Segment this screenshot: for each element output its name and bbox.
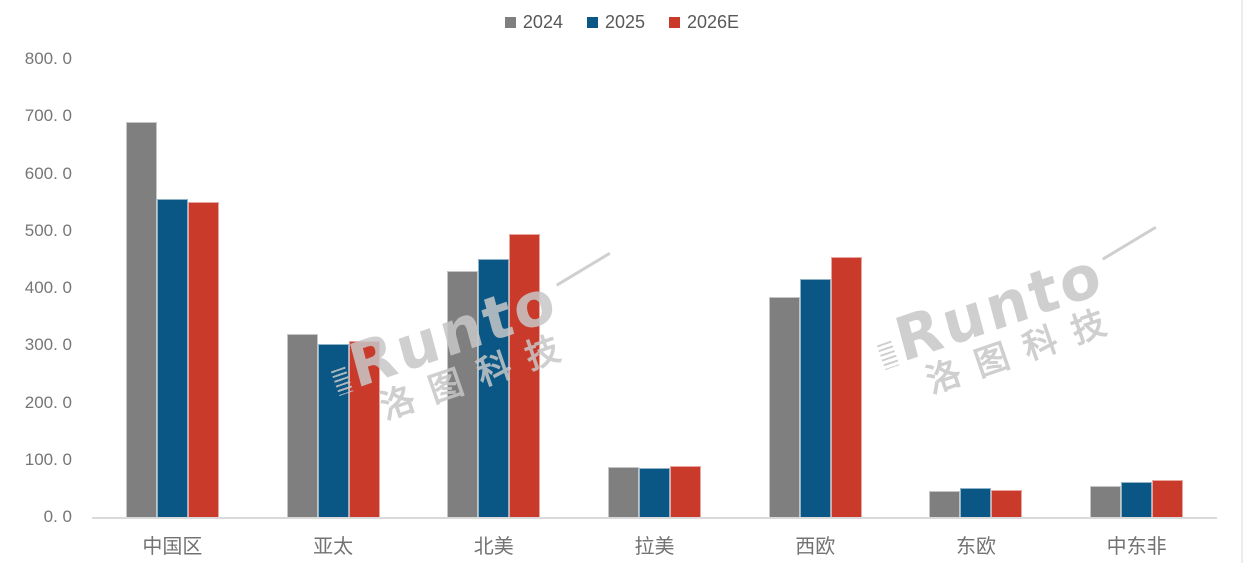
x-axis-label: 中东非	[1106, 536, 1167, 558]
legend-item-2025: 2025	[586, 12, 646, 32]
y-tick-label: 100. 0	[24, 449, 72, 469]
bar-2025	[156, 199, 188, 517]
bar-group-6	[896, 488, 1057, 517]
x-axis-label: 东欧	[955, 536, 996, 558]
x-axis-label: 西欧	[795, 536, 836, 558]
legend-item-2024: 2024	[504, 12, 563, 32]
bar-2024	[447, 270, 479, 517]
bar-2026e	[670, 465, 702, 517]
bar-group-3	[413, 234, 574, 517]
y-tick-label: 400. 0	[24, 278, 72, 297]
legend-swatch-icon	[669, 16, 681, 28]
bar-2026e	[509, 234, 541, 517]
x-axis-labels: 中国区 亚太 北美 拉美 西欧 东欧 中东非	[92, 530, 1217, 559]
plot-area: Runto 洛图科技 Runto 洛图科技	[92, 59, 1217, 519]
legend-label: 2026E	[687, 12, 740, 32]
bar-2024	[286, 333, 318, 517]
y-tick-label: 600. 0	[24, 163, 72, 183]
bar-2026e	[348, 340, 380, 517]
x-axis-label: 亚太	[313, 536, 354, 558]
y-tick-label: 300. 0	[24, 335, 72, 355]
bar-2025	[317, 344, 349, 517]
x-axis-label: 拉美	[634, 536, 675, 558]
y-tick-label: 500. 0	[24, 220, 72, 240]
bar-group-5	[735, 257, 896, 517]
bar-group-4	[574, 465, 735, 517]
bar-2026e	[1152, 479, 1184, 517]
y-tick-label: 200. 0	[24, 392, 72, 412]
bar-2025	[799, 279, 831, 517]
bar-2025	[960, 488, 992, 517]
bar-2024	[608, 466, 640, 517]
legend: 2024 2025 2026E	[0, 13, 1244, 31]
legend-label: 2025	[604, 12, 646, 32]
bar-group-2	[253, 333, 414, 517]
bar-2024	[929, 491, 961, 517]
y-axis: 800. 0 700. 0 600. 0 500. 0 400. 0 300. 0 200.…	[0, 0, 72, 563]
bar-2024	[768, 296, 800, 517]
bar-2024	[125, 122, 157, 517]
bar-2025	[478, 259, 510, 517]
bar-2026e	[187, 202, 219, 517]
y-tick-label: 700. 0	[24, 106, 72, 126]
y-tick-label: 800. 0	[24, 49, 72, 68]
legend-swatch-icon	[586, 16, 598, 28]
bar-2025	[1121, 482, 1153, 517]
legend-swatch-icon	[504, 16, 516, 28]
bar-2026e	[991, 489, 1023, 517]
right-edge-border	[1241, 0, 1243, 563]
bar-2025	[639, 468, 671, 517]
legend-label: 2024	[522, 12, 563, 32]
bar-2024	[1090, 485, 1122, 517]
x-axis-label: 中国区	[142, 536, 203, 558]
bar-group-7	[1056, 479, 1217, 517]
x-axis-line	[92, 517, 1217, 519]
bar-2026e	[830, 257, 862, 517]
bar-group-1	[92, 122, 253, 517]
x-axis-label: 北美	[473, 536, 514, 558]
y-tick-label: 0. 0	[43, 507, 72, 526]
legend-item-2026e: 2026E	[669, 13, 739, 31]
bar-groups	[92, 59, 1217, 517]
